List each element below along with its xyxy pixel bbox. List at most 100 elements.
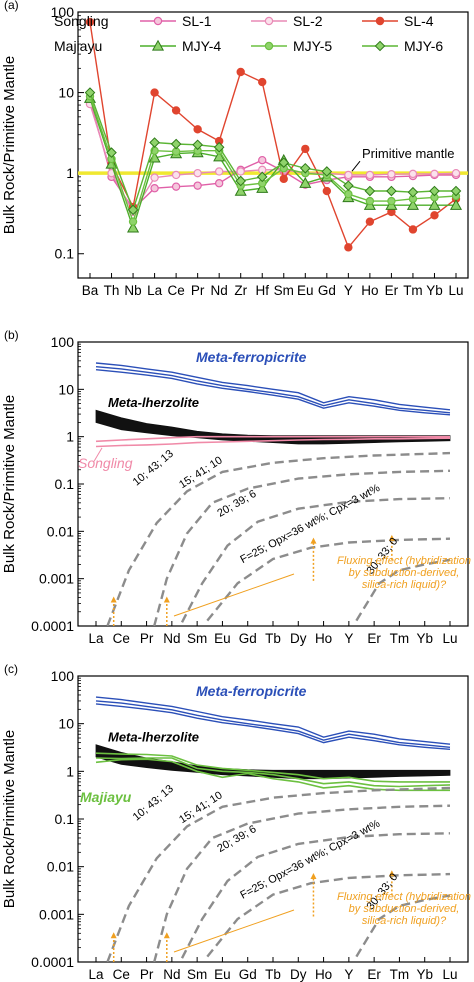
panel-b: (b) 0.0001 0.001 0.01 0.1 1 10 100 La Ce Pr Nd Sm Eu G… — [1, 328, 471, 646]
data-point — [235, 175, 247, 187]
y-tick-label: 0.01 — [47, 859, 74, 875]
data-point — [150, 173, 159, 182]
x-tick-label: Ce — [113, 631, 130, 646]
plot-frame — [77, 11, 469, 279]
data-point — [192, 139, 203, 151]
x-tick-label: Y — [344, 283, 353, 298]
x-tick-label: Gd — [318, 283, 336, 298]
sample-pointer — [93, 447, 103, 462]
y-axis-label: Bulk Rock/Primitive Mantle — [1, 395, 18, 573]
x-tick-label: Dy — [290, 631, 307, 646]
data-point — [193, 181, 202, 190]
sample-line — [95, 757, 451, 788]
data-point — [150, 88, 159, 97]
data-point — [214, 167, 224, 176]
data-point — [234, 184, 247, 196]
panel-label: (c) — [4, 662, 18, 676]
data-point — [256, 182, 269, 193]
sample-label: Songling — [78, 455, 133, 471]
data-point — [193, 125, 202, 134]
data-point — [127, 221, 140, 233]
data-point — [387, 170, 396, 179]
series-MJY-5 — [85, 92, 461, 226]
y-axis-label: Bulk Rock/Primitive Mantle — [1, 730, 18, 908]
data-point — [256, 171, 268, 183]
y-tick-label: 100 — [51, 668, 75, 684]
x-axis-ticks: La Ce Pr Nd Sm Eu Gd Tb Dy Ho Y Er Tm Yb Lu — [88, 621, 458, 646]
y-tick-label: 0.0001 — [31, 618, 74, 634]
y-tick-label: 10 — [58, 716, 74, 732]
primitive-mantle-pointer — [351, 160, 361, 172]
meta-lherzolite-band — [95, 744, 451, 780]
legend-swatch-marker — [264, 16, 274, 26]
y-tick-label: 0.1 — [55, 811, 75, 827]
melting-curve — [153, 469, 451, 626]
data-point — [171, 106, 181, 115]
sample-line — [95, 435, 450, 443]
data-point — [364, 185, 376, 197]
data-point — [299, 176, 312, 188]
x-tick-label: Dy — [290, 967, 307, 982]
data-point — [106, 147, 117, 158]
fluxing-arrowhead — [163, 932, 170, 939]
y-tick-label: 10 — [58, 381, 74, 397]
melting-curve — [355, 894, 451, 958]
x-tick-label: Gd — [239, 631, 257, 646]
x-tick-label: La — [88, 631, 104, 646]
meta-ferropicrite-line — [95, 703, 451, 750]
data-point — [429, 185, 440, 197]
legend-group-label: Majiayu — [54, 38, 102, 54]
melting-curve — [153, 804, 451, 962]
fluxing-arrowhead — [310, 873, 317, 880]
fluxing-pointer — [173, 909, 295, 953]
panel-label: (a) — [4, 0, 19, 12]
panel-label: (b) — [4, 328, 19, 342]
data-point — [236, 167, 245, 176]
y-tick-label: 100 — [51, 4, 75, 20]
fluxing-arrowhead — [388, 870, 395, 877]
x-tick-label: Ce — [113, 967, 130, 982]
fluxing-pointer — [173, 573, 295, 617]
sample-line — [95, 437, 451, 448]
fluxing-text: silica-rich liquid)? — [362, 579, 447, 591]
data-point — [408, 225, 418, 234]
data-point — [85, 17, 95, 27]
x-tick-label: Nd — [163, 631, 180, 646]
legend-group-label: Songling — [54, 13, 109, 29]
meta-lherzolite-label: Meta-lherzolite — [108, 730, 199, 745]
x-axis-ticks: La Ce Pr Nd Sm Eu Gd Tb Dy Ho Y Er Tm Yb Lu — [88, 957, 458, 982]
y-axis-label: Bulk Rock/Primitive Mantle — [1, 56, 18, 234]
fluxing-arrowhead — [388, 534, 395, 541]
x-tick-label: Tm — [403, 283, 423, 298]
legend-entry: SL-2 — [293, 13, 323, 29]
series-MJY-6 — [84, 87, 462, 216]
legend: Songling Majiayu SL-1 SL-2 SL-4 MJY-4 MJY-5 MJY… — [54, 13, 443, 54]
x-tick-label: Nb — [124, 283, 141, 298]
data-point — [450, 185, 462, 197]
data-point — [365, 217, 375, 226]
meta-ferropicrite-label: Meta-ferropicrite — [196, 683, 307, 699]
x-tick-label: Lu — [448, 283, 463, 298]
meta-ferropicrite-line — [95, 700, 451, 748]
legend-swatch-marker — [264, 41, 274, 51]
data-point — [407, 186, 419, 198]
meta-ferropicrite-line — [95, 362, 451, 411]
x-tick-label: Ho — [315, 631, 332, 646]
plot-area — [95, 696, 451, 962]
x-tick-label: Y — [344, 631, 353, 646]
meta-ferropicrite-line — [95, 369, 451, 416]
legend-entry: MJY-4 — [182, 38, 221, 54]
x-tick-label: Yb — [426, 283, 443, 298]
data-point — [171, 182, 181, 191]
x-tick-label: La — [147, 283, 163, 298]
fluxing-arrowhead — [310, 537, 317, 544]
fluxing-text: by subduction-derived, — [349, 567, 460, 579]
y-tick-label: 0.001 — [39, 906, 74, 922]
y-tick-label: 0.0001 — [31, 954, 74, 970]
data-point — [170, 138, 182, 150]
x-tick-label: Eu — [297, 283, 314, 298]
fluxing-text: Fluxing effect (hybridization — [337, 555, 471, 567]
data-point — [193, 168, 202, 178]
data-point — [386, 185, 397, 197]
meta-ferropicrite-line — [95, 366, 451, 414]
